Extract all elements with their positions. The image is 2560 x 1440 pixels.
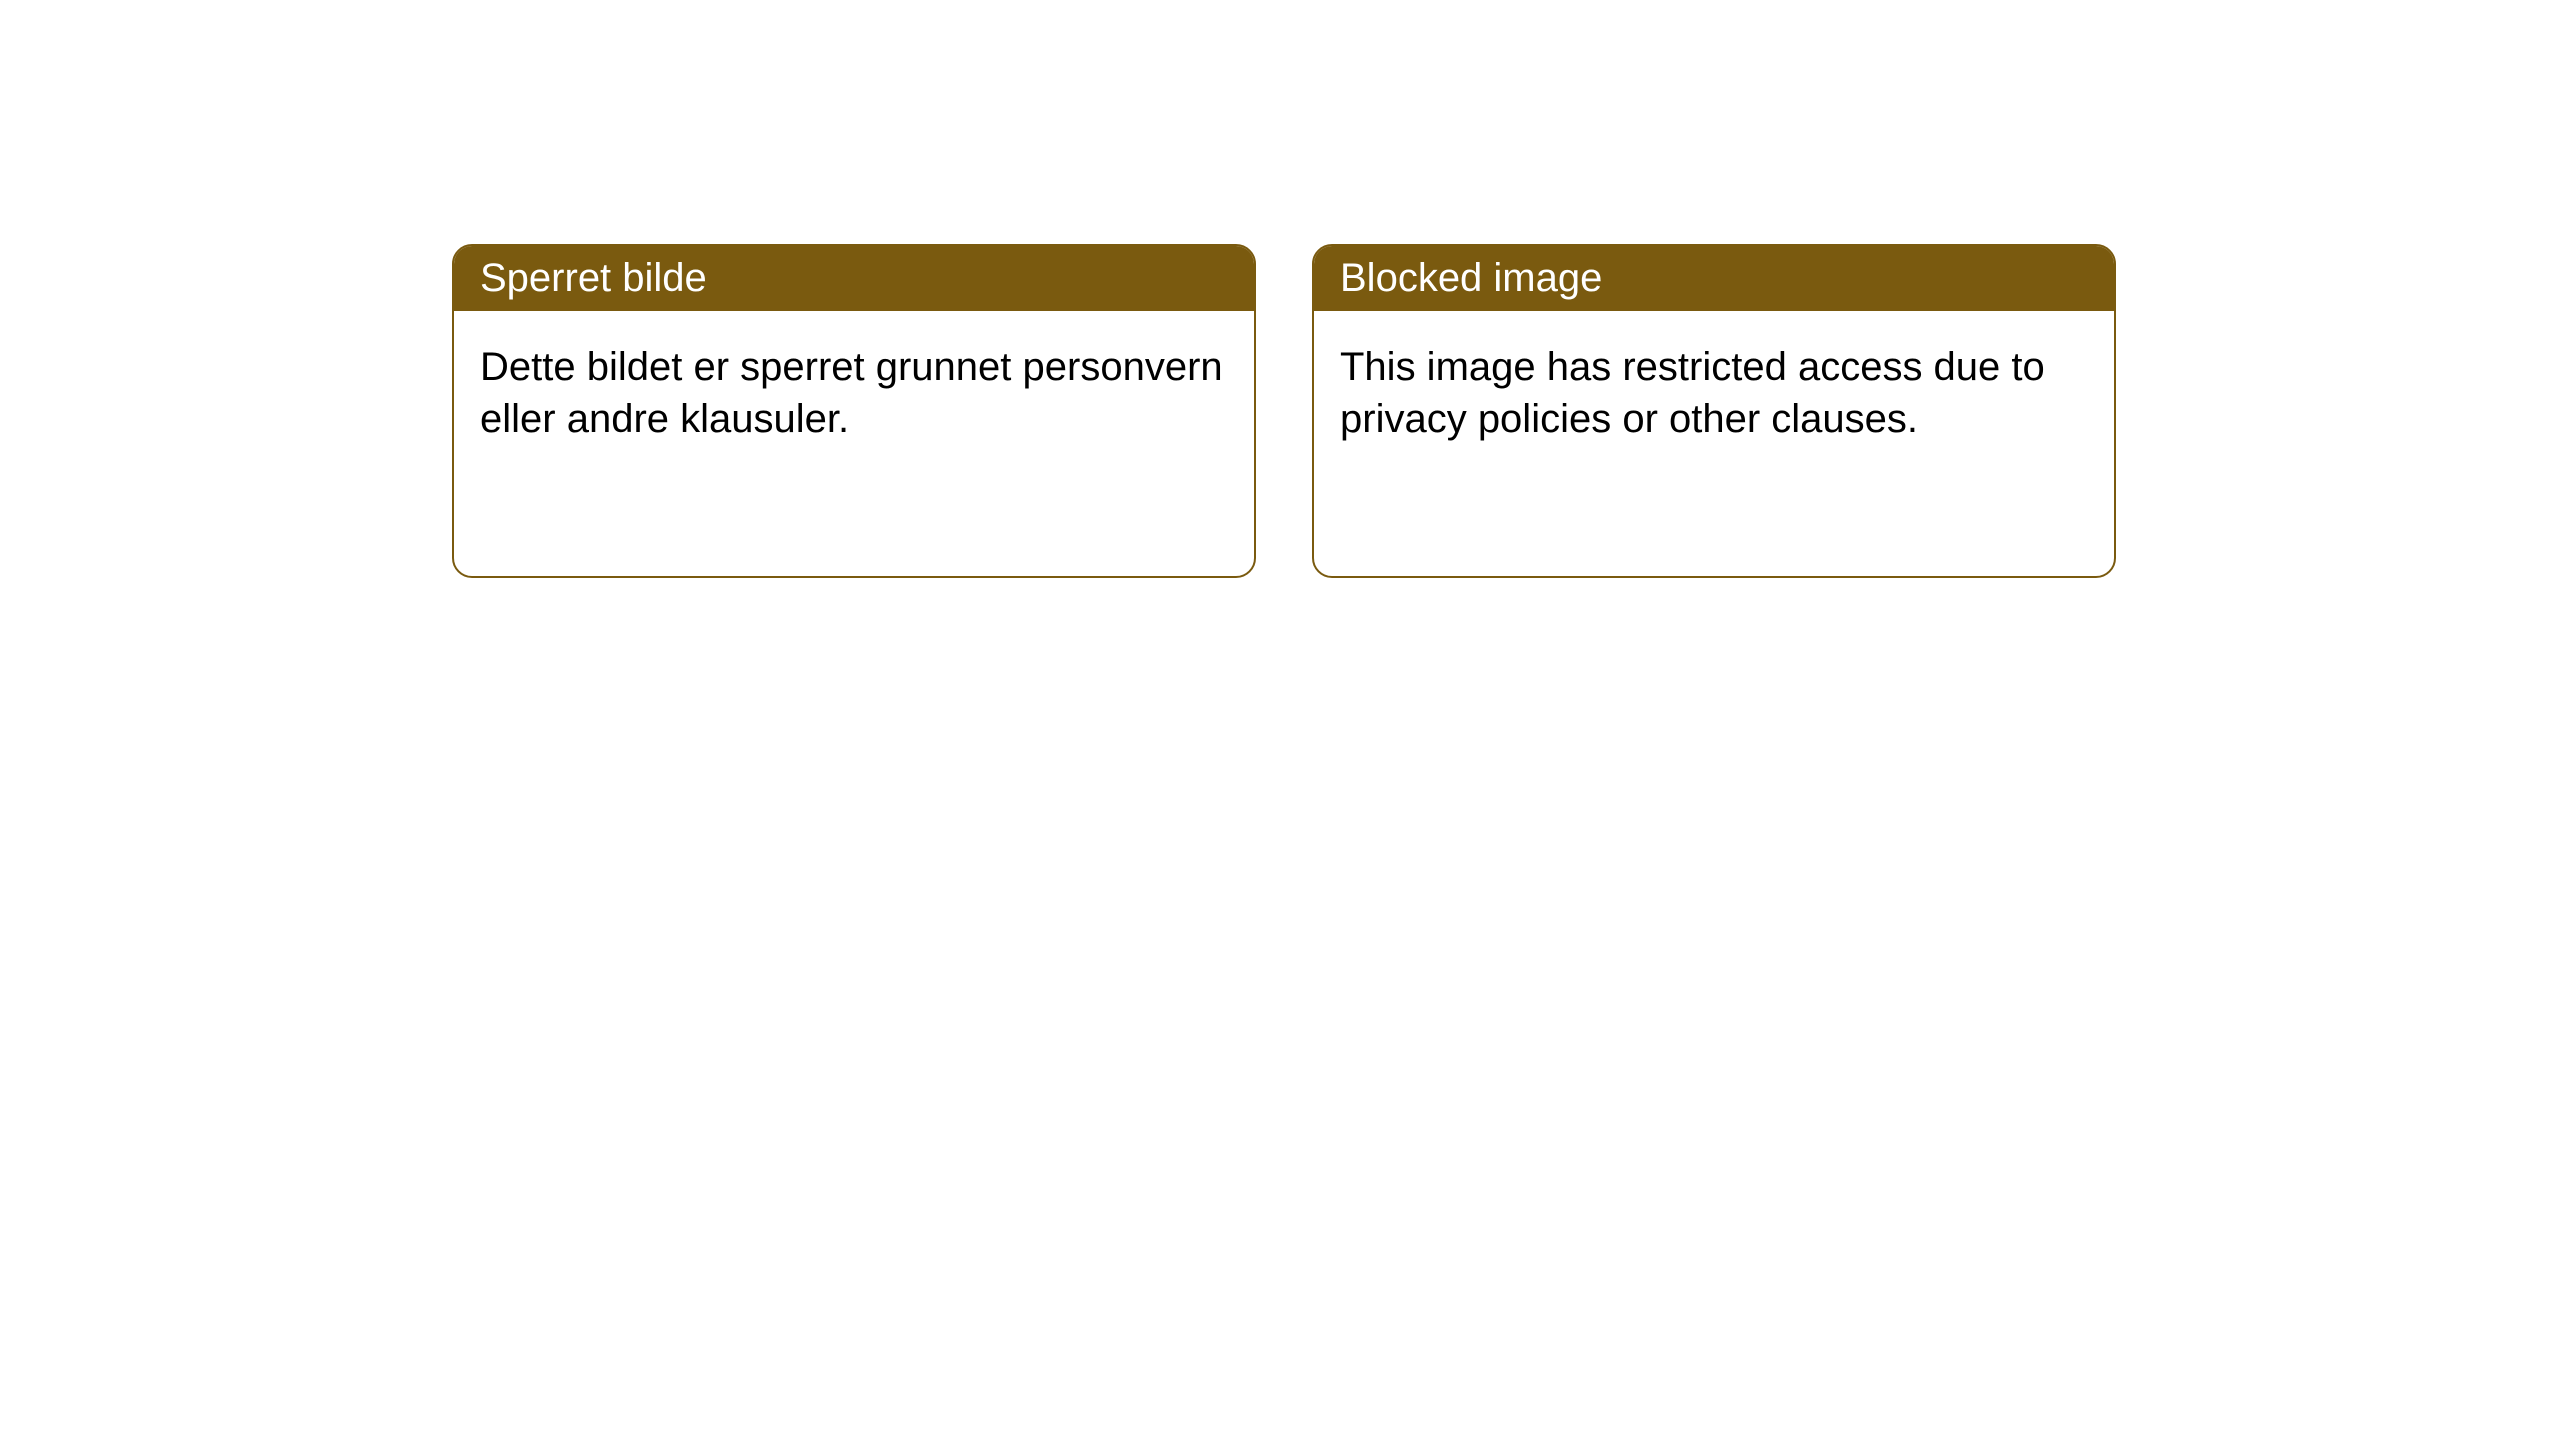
notice-card-body: This image has restricted access due to … [1314,311,2114,475]
notice-message: Dette bildet er sperret grunnet personve… [480,345,1223,441]
notice-card-english: Blocked image This image has restricted … [1312,244,2116,578]
notice-card-body: Dette bildet er sperret grunnet personve… [454,311,1254,475]
notice-container: Sperret bilde Dette bildet er sperret gr… [0,0,2560,578]
notice-card-header: Sperret bilde [454,246,1254,311]
notice-title: Blocked image [1340,256,1602,300]
notice-title: Sperret bilde [480,256,707,300]
notice-message: This image has restricted access due to … [1340,345,2045,441]
notice-card-header: Blocked image [1314,246,2114,311]
notice-card-norwegian: Sperret bilde Dette bildet er sperret gr… [452,244,1256,578]
